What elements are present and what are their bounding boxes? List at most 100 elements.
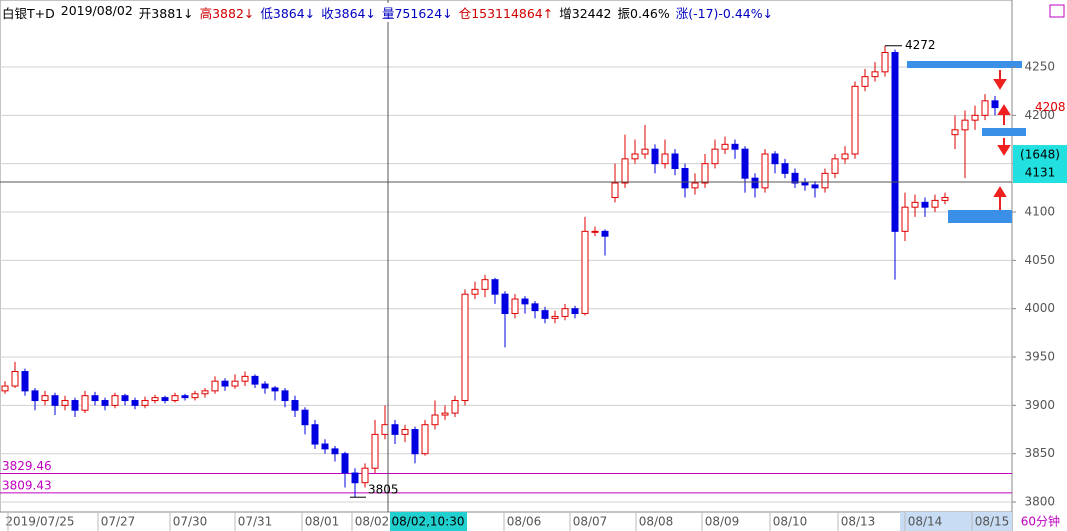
x-tick-label: 08/02 xyxy=(355,515,390,529)
x-tick-label: 08/06 xyxy=(507,515,542,529)
candle-body xyxy=(231,380,239,387)
y-tick-label: 3800 xyxy=(1024,495,1055,509)
crosshair-price: 4131 xyxy=(1025,166,1056,180)
candle-body xyxy=(761,153,769,189)
arrows xyxy=(993,70,1011,210)
candle-body xyxy=(251,375,259,385)
candle-body xyxy=(191,393,199,399)
candle-body xyxy=(471,288,479,295)
candle-body xyxy=(321,443,329,450)
candle-body xyxy=(961,119,969,131)
candle-body xyxy=(461,293,469,402)
header-item: 收3864↓ xyxy=(321,6,376,21)
candle-body xyxy=(221,380,229,387)
y-tick-label: 3850 xyxy=(1024,446,1055,460)
header-item: 增32442 xyxy=(559,6,612,21)
header-item: 开3881↓ xyxy=(138,6,194,21)
header-item: 低3864↓ xyxy=(260,6,316,21)
y-tick-label: 4100 xyxy=(1024,205,1055,219)
candle-body xyxy=(261,383,269,389)
header-item: 涨(-17)-0.44%↓ xyxy=(675,6,774,21)
candle-body xyxy=(91,395,99,402)
y-tick-label: 4250 xyxy=(1024,59,1055,73)
header-item: 量751624↓ xyxy=(381,6,453,21)
x-tick-label: 08/10 xyxy=(773,515,808,529)
candle-body xyxy=(391,424,399,435)
candle-body xyxy=(611,182,619,199)
candle-body xyxy=(791,172,799,184)
x-tick-label: 2019/07/25 xyxy=(5,515,74,529)
candle-body xyxy=(211,380,219,392)
x-tick-label: 08/09 xyxy=(705,515,740,529)
candle-body xyxy=(51,395,59,406)
header-item: 振0.46% xyxy=(617,6,670,21)
candle-body xyxy=(581,230,589,315)
candle-body xyxy=(201,390,209,395)
candle-body xyxy=(101,400,109,406)
candle-body xyxy=(311,424,319,445)
header-item: 2019/08/02 xyxy=(60,3,133,18)
candle-body xyxy=(911,201,919,208)
candle-body xyxy=(661,153,669,165)
candle-body xyxy=(771,153,779,165)
x-tick-label: 08/08 xyxy=(639,515,674,529)
candle-body xyxy=(521,298,529,305)
candle-body xyxy=(41,395,49,402)
candle-body xyxy=(851,85,859,155)
candle-body xyxy=(681,168,689,189)
candle-body xyxy=(561,308,569,317)
zone-box xyxy=(948,210,1012,223)
level-label: 3809.43 xyxy=(2,478,52,492)
level-label: 3829.46 xyxy=(2,459,52,473)
x-tick-label: 08/14 xyxy=(908,515,943,529)
candle-body xyxy=(31,390,39,402)
candle-body xyxy=(241,375,249,382)
candle-body xyxy=(691,182,699,189)
y-tick-label: 4200 xyxy=(1024,108,1055,122)
candle-body xyxy=(271,387,279,392)
candle-body xyxy=(821,172,829,189)
x-tick-label: 08/01 xyxy=(305,515,340,529)
x-tick-label: 07/27 xyxy=(101,515,136,529)
x-tick-label: 08/15 xyxy=(975,515,1010,529)
candle-body xyxy=(971,114,979,121)
y-tick-label: 4050 xyxy=(1024,253,1055,267)
candle-body xyxy=(511,298,519,315)
candle-body xyxy=(651,148,659,165)
crosshair-count: (1648) xyxy=(1020,148,1060,162)
candle-body xyxy=(171,395,179,402)
candle-body xyxy=(131,400,139,406)
candle-body xyxy=(861,76,869,87)
candle-body xyxy=(701,163,709,184)
x-tick-label: 08/07 xyxy=(573,515,608,529)
candle-body xyxy=(141,400,149,406)
crosshair-time: 08/02,10:30 xyxy=(392,515,465,529)
candle-body xyxy=(941,197,949,201)
crosshair-box xyxy=(1013,145,1067,184)
candle-body xyxy=(541,310,549,319)
candle-body xyxy=(781,163,789,174)
candle-body xyxy=(501,293,509,315)
candle-body xyxy=(431,414,439,426)
candle-body xyxy=(811,184,819,189)
candle-body xyxy=(151,397,159,402)
candle-body xyxy=(981,100,989,116)
x-tick-label: 07/31 xyxy=(238,515,273,529)
candle-body xyxy=(21,371,29,392)
candle-body xyxy=(111,395,119,406)
candle-body xyxy=(281,390,289,402)
candle-body xyxy=(531,303,539,312)
candle-body xyxy=(751,177,759,189)
candle-body xyxy=(831,158,839,174)
candle-body xyxy=(481,279,489,290)
candle-body xyxy=(931,199,939,208)
candle-body xyxy=(871,71,879,78)
candle-body xyxy=(901,206,909,232)
candle-body xyxy=(491,279,499,295)
y-tick-label: 3950 xyxy=(1024,350,1055,364)
candle-body xyxy=(731,143,739,150)
plot-frame xyxy=(0,0,1013,513)
candle-body xyxy=(381,424,389,435)
